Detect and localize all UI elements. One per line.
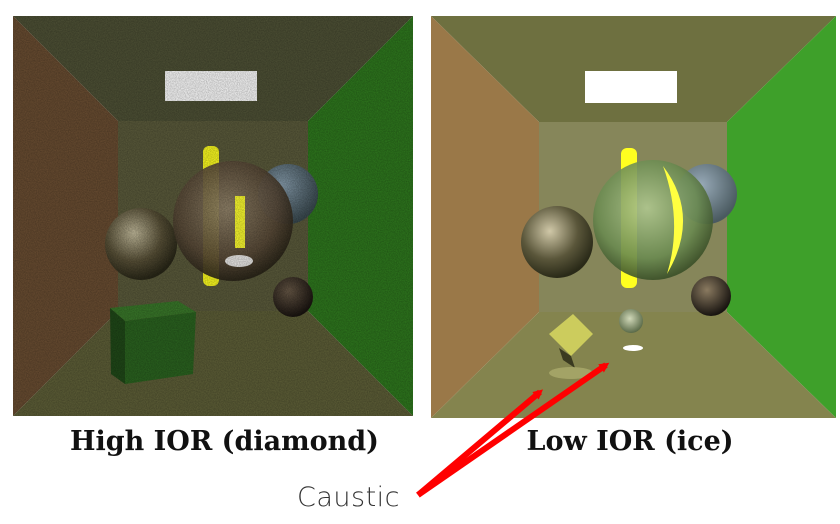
ceiling-light [585,71,677,103]
caustic-label: Caustic [297,482,401,513]
render-low-ior [431,16,836,418]
caustic-spot [623,345,643,351]
green-wall [727,16,836,418]
dark-sphere [691,276,731,316]
red-wall [431,16,539,418]
ceiling [431,16,836,122]
glass-cube [549,314,593,356]
small-glass-sphere [619,309,643,333]
caption-high-ior: High IOR (diamond) [70,426,379,457]
glass-sphere [593,160,713,280]
render-high-ior [13,16,413,416]
caption-low-ior: Low IOR (ice) [526,426,734,457]
metal-sphere [521,206,593,278]
refracted-light [663,166,684,274]
